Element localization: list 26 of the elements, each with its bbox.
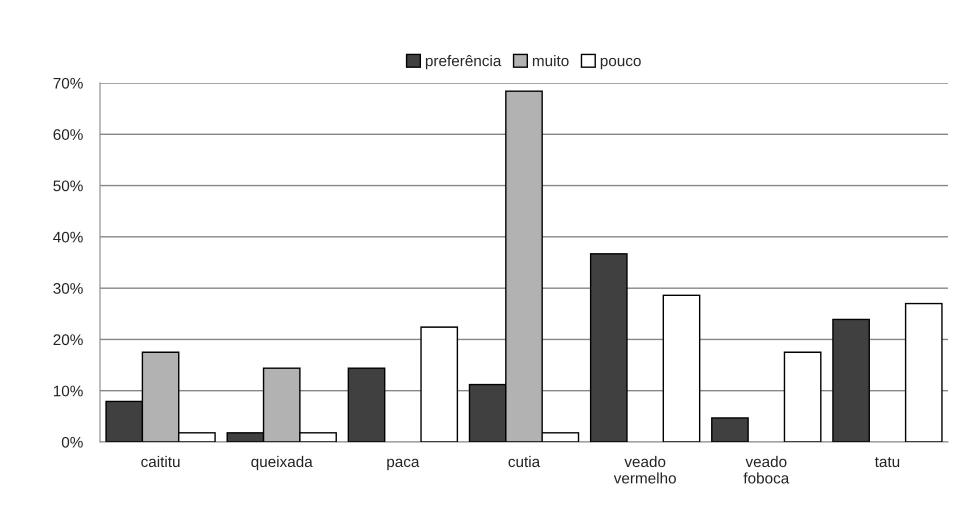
y-tick-label: 50% (53, 180, 83, 192)
y-tick-label: 0% (62, 436, 83, 448)
x-tick-label: tatu (874, 457, 900, 468)
x-tick-label: veado vermelho (614, 456, 676, 484)
bar (904, 302, 943, 442)
legend-label: pouco (600, 58, 641, 70)
bar (348, 367, 386, 442)
bar (662, 294, 700, 442)
y-tick-label: 10% (54, 386, 83, 396)
legend-label: preferência (426, 54, 502, 70)
y-tick-label: 20% (54, 334, 83, 346)
y-tick-label: 30% (53, 283, 83, 294)
x-tick-label: veado foboca (744, 456, 790, 484)
x-tick-label: queixada (251, 456, 313, 470)
bar (420, 326, 458, 442)
bar (784, 352, 822, 442)
x-tick-label: caititu (141, 456, 180, 468)
y-tick-label: 60% (54, 129, 83, 140)
y-tick-label: 70% (54, 78, 83, 89)
bar (711, 417, 749, 442)
y-tick-label: 40% (53, 232, 83, 243)
bar (832, 318, 870, 442)
legend-label: muito (532, 55, 569, 66)
bar (590, 253, 628, 442)
x-tick-label: cutia (508, 456, 540, 468)
x-tick-label: paca (387, 458, 420, 470)
